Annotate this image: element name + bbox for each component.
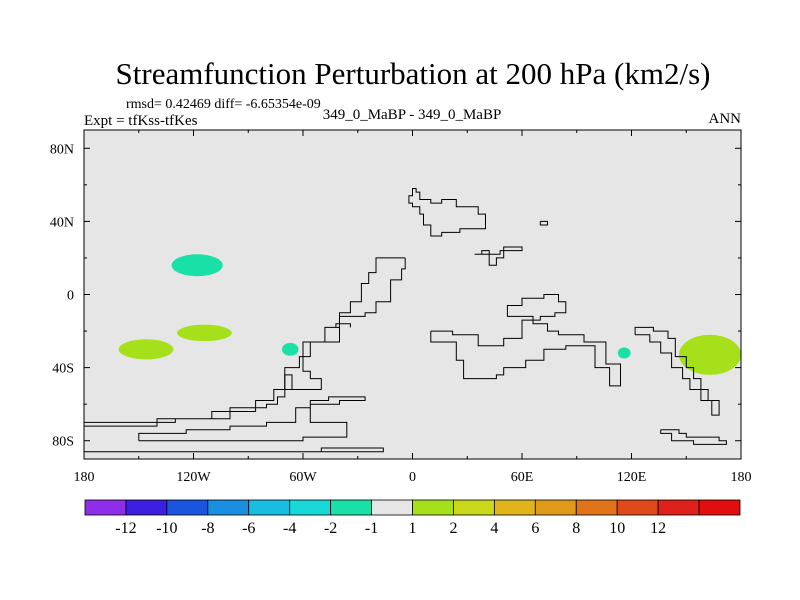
colorbar-box-12: [575, 499, 618, 516]
colorbar-box-0: [84, 499, 127, 516]
anomaly-south-america-negative: [282, 342, 299, 356]
colorbar-label-2: -8: [201, 520, 214, 537]
coastline-4: [430, 294, 621, 387]
anomaly-australia-positive: [678, 334, 741, 375]
anomaly-layer: [118, 254, 741, 375]
colorbar-box-10: [493, 499, 536, 516]
colorbar-box-11: [534, 499, 577, 516]
colorbar-box-15: [698, 499, 741, 516]
y-tick-label-2: 0: [67, 289, 74, 304]
colorbar-box-1: [125, 499, 168, 516]
y-tick-label-0: 80N: [50, 142, 74, 157]
season-label: ANN: [709, 111, 742, 127]
stats-label: rmsd= 0.42469 diff= -6.65354e-09: [126, 97, 321, 112]
colorbar-box-6: [330, 499, 372, 516]
colorbar-label-4: -4: [283, 520, 296, 537]
colorbar-label-9: 4: [490, 520, 498, 537]
x-tick-label-2: 60W: [289, 470, 317, 485]
coastline-layer: [84, 188, 727, 453]
coastline-5: [634, 326, 720, 416]
anomaly-south-pacific-west-positive: [118, 339, 174, 360]
coastline-9: [660, 429, 727, 445]
coastline-10: [335, 323, 351, 328]
colorbar-box-5: [289, 499, 332, 516]
colorbar-label-11: 8: [572, 520, 580, 537]
colorbar-label-13: 12: [650, 520, 666, 537]
x-tick-label-3: 0: [409, 470, 416, 485]
colorbar-label-7: 1: [409, 520, 417, 537]
colorbar-box-14: [657, 499, 700, 516]
coastline-3: [539, 220, 548, 226]
y-tick-label-1: 40N: [50, 215, 74, 230]
colorbar-box-7: [371, 499, 413, 516]
colorbar-label-1: -10: [156, 520, 177, 537]
colorbar-label-6: -1: [365, 520, 378, 537]
colorbar-box-2: [166, 499, 209, 516]
case-label: 349_0_MaBP - 349_0_MaBP: [323, 107, 502, 123]
colorbar: -12 -10 -8 -6 -4 -2 -1 1 2 4 6 8 10 12: [84, 499, 741, 537]
y-tick-label-4: 80S: [52, 435, 74, 450]
map-background: [84, 130, 741, 459]
colorbar-box-9: [453, 499, 495, 516]
colorbar-box-4: [248, 499, 291, 516]
axis-ticks: 180 120W 60W 0 60E 120E 180 80N 40N 0 40S 80S: [50, 130, 752, 485]
colorbar-label-12: 10: [609, 520, 625, 537]
coastline-8: [84, 447, 384, 453]
colorbar-label-3: -6: [242, 520, 255, 537]
x-tick-label-1: 120W: [176, 470, 211, 485]
x-tick-label-4: 60E: [511, 470, 534, 485]
anomaly-indian-ocean-negative: [617, 347, 631, 359]
anomaly-north-pacific-negative: [171, 254, 223, 277]
y-tick-label-3: 40S: [52, 362, 74, 377]
chart-title: Streamfunction Perturbation at 200 hPa (…: [116, 56, 711, 91]
experiment-label: Expt = tfKss-tfKes: [84, 113, 198, 129]
x-tick-label-6: 180: [731, 470, 752, 485]
colorbar-box-13: [616, 499, 659, 516]
coastline-1: [408, 188, 486, 237]
anomaly-south-pacific-central-positive: [177, 324, 232, 342]
coastline-6: [84, 374, 293, 427]
coastline-2: [474, 246, 523, 266]
colorbar-label-8: 2: [449, 520, 457, 537]
colorbar-label-0: -12: [115, 520, 136, 537]
colorbar-box-3: [207, 499, 250, 516]
x-tick-label-0: 180: [74, 470, 95, 485]
colorbar-label-10: 6: [531, 520, 539, 537]
coastline-7: [138, 396, 366, 442]
x-tick-label-5: 120E: [617, 470, 647, 485]
colorbar-box-8: [412, 499, 454, 516]
colorbar-label-5: -2: [324, 520, 337, 537]
